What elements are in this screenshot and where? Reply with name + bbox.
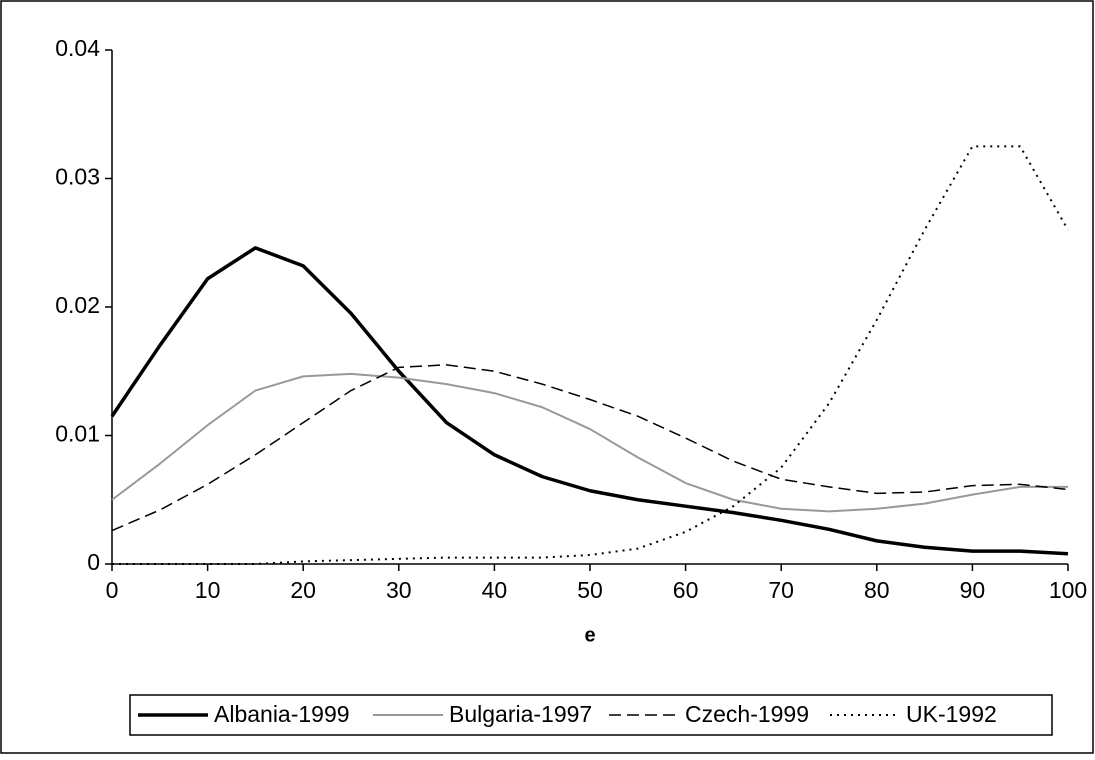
x-axis-label: e [584, 624, 595, 646]
y-tick-label: 0.02 [55, 292, 100, 318]
x-tick-label: 20 [290, 577, 316, 603]
x-tick-label: 70 [768, 577, 794, 603]
x-tick-label: 0 [106, 577, 119, 603]
x-tick-label: 90 [960, 577, 986, 603]
legend-label: Bulgaria-1997 [449, 701, 592, 727]
legend-label: Albania-1999 [214, 701, 350, 727]
x-tick-label: 100 [1049, 577, 1087, 603]
x-tick-label: 50 [577, 577, 603, 603]
y-tick-label: 0.03 [55, 164, 100, 190]
legend-label: UK-1992 [906, 701, 997, 727]
line-series [111, 364, 1069, 532]
x-tick-label: 40 [482, 577, 508, 603]
y-tick-label: 0.01 [55, 421, 100, 447]
x-tick-label: 10 [195, 577, 221, 603]
legend [129, 694, 1053, 736]
legend-label: Czech-1999 [685, 701, 809, 727]
line-series [110, 246, 1069, 556]
x-tick-label: 30 [386, 577, 412, 603]
y-tick-label: 0.04 [55, 35, 100, 61]
line-series [111, 372, 1068, 513]
x-tick-label: 60 [673, 577, 699, 603]
x-tick-label: 80 [864, 577, 890, 603]
y-tick-label: 0 [87, 549, 100, 575]
